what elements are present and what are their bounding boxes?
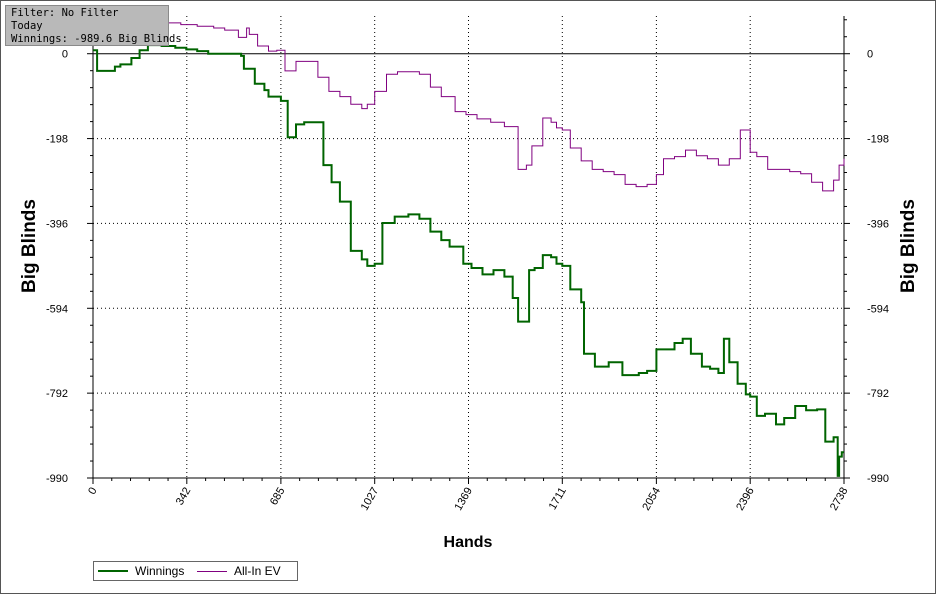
y-axis-title-left: Big Blinds bbox=[19, 199, 40, 293]
y-tick-label-right-0: 0 bbox=[867, 49, 873, 61]
series-group bbox=[93, 17, 845, 477]
y-tick-label-left-4: -792 bbox=[46, 388, 68, 400]
y-tick-label-right-4: -792 bbox=[867, 388, 889, 400]
legend-label-allin-ev: All-In EV bbox=[234, 564, 281, 578]
info-box: Filter: No Filter Today Winnings: -989.6… bbox=[5, 5, 182, 46]
y-tick-label-left-1: -198 bbox=[46, 134, 68, 146]
x-tick-label-2: 685 bbox=[268, 486, 288, 508]
series-line-allin-ev bbox=[93, 17, 845, 192]
period-text: Today bbox=[11, 20, 43, 32]
y-tick-label-right-2: -396 bbox=[867, 218, 889, 230]
legend-swatch-allin-ev bbox=[197, 571, 227, 572]
axis-ticks bbox=[87, 19, 850, 484]
x-tick-label-1: 342 bbox=[174, 486, 194, 508]
legend-label-winnings: Winnings bbox=[135, 564, 185, 578]
y-tick-label-left-2: -396 bbox=[46, 218, 68, 230]
y-tick-label-left-5: -990 bbox=[46, 473, 68, 485]
x-tick-label-6: 2054 bbox=[640, 486, 663, 513]
y-tick-label-right-3: -594 bbox=[867, 303, 889, 315]
x-tick-label-7: 2396 bbox=[734, 486, 757, 513]
series-line-winnings bbox=[93, 44, 844, 477]
legend: Winnings All-In EV bbox=[93, 561, 298, 581]
y-tick-label-left-3: -594 bbox=[46, 303, 68, 315]
x-tick-label-4: 1369 bbox=[452, 486, 475, 513]
y-tick-label-right-5: -990 bbox=[867, 473, 889, 485]
winnings-text: Winnings: -989.6 Big Blinds bbox=[11, 33, 182, 45]
filter-text: Filter: No Filter bbox=[11, 7, 119, 19]
x-tick-label-0: 0 bbox=[86, 486, 99, 497]
y-tick-label-left-0: 0 bbox=[62, 49, 68, 61]
tick-labels: 0 342 685 1027 1369 1711 2054 2396 2738 0 0 -198 -19… bbox=[46, 49, 889, 513]
x-tick-label-3: 1027 bbox=[359, 486, 382, 513]
legend-swatch-winnings bbox=[98, 570, 128, 572]
x-axis-title: Hands bbox=[444, 534, 493, 551]
y-axis-title-right: Big Blinds bbox=[898, 199, 919, 293]
x-tick-label-5: 1711 bbox=[547, 486, 569, 512]
x-tick-label-8: 2738 bbox=[828, 486, 851, 513]
y-tick-label-right-1: -198 bbox=[867, 134, 889, 146]
grid bbox=[93, 16, 844, 478]
